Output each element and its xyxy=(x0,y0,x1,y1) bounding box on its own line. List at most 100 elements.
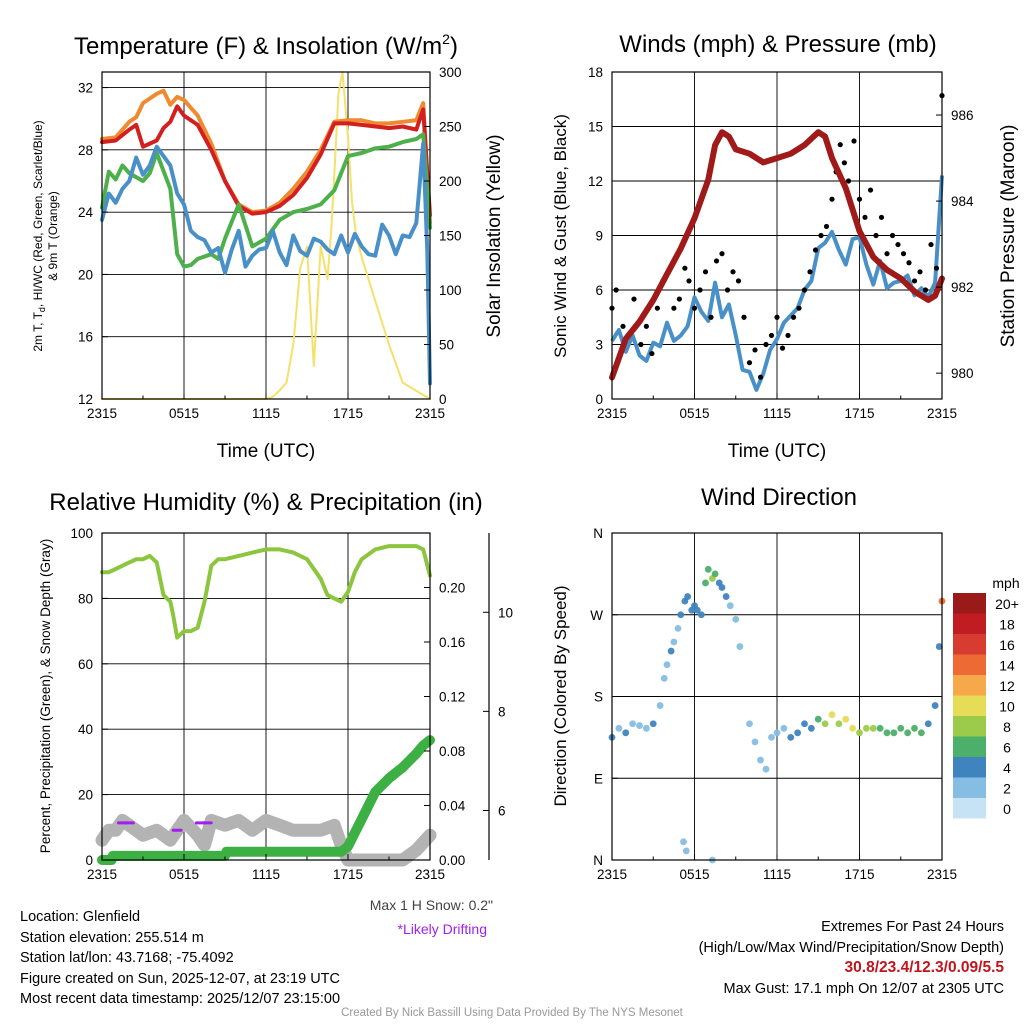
gust-point xyxy=(676,296,682,302)
y-tick-label: 6 xyxy=(595,283,603,298)
direction-point xyxy=(677,611,685,619)
gust-point xyxy=(895,241,901,248)
snow-axis-tick-label: 10 xyxy=(498,605,513,620)
series-pressure xyxy=(609,129,945,381)
x-tick-label: 0515 xyxy=(169,867,199,882)
y-tick-label: 32 xyxy=(78,81,93,96)
gust-point xyxy=(906,260,912,266)
y-tick-label: 12 xyxy=(588,174,603,189)
insolation-axis-tick-label: 150 xyxy=(439,229,462,244)
direction-point xyxy=(924,720,932,728)
precip-axis-tick-label: 0.20 xyxy=(439,581,465,596)
insolation-ylabel: Solar Insolation (Yellow) xyxy=(484,134,505,337)
x-tick-label: 2315 xyxy=(927,867,957,882)
gust-point xyxy=(649,350,655,357)
direction-point xyxy=(794,729,802,737)
gust-point xyxy=(638,341,644,348)
direction-point xyxy=(780,724,788,732)
speed-legend-title: mph xyxy=(992,575,1019,591)
legend-swatch xyxy=(953,736,986,757)
direction-point xyxy=(897,724,905,732)
direction-point xyxy=(828,711,836,719)
direction-point xyxy=(849,724,857,732)
direction-point xyxy=(862,724,870,732)
direction-point xyxy=(751,738,759,746)
gust-point xyxy=(719,251,725,257)
x-tick-label: 2315 xyxy=(597,406,627,421)
insolation-axis-tick-label: 200 xyxy=(439,174,462,189)
direction-point xyxy=(904,729,912,737)
gust-point xyxy=(774,314,780,320)
gust-point xyxy=(741,314,747,320)
insolation-axis-tick-label: 250 xyxy=(439,120,462,135)
x-tick-label: 2315 xyxy=(927,406,957,421)
y-tick-label: 20 xyxy=(78,267,93,282)
direction-point xyxy=(821,720,829,728)
y-tick-label: 18 xyxy=(588,65,603,80)
direction-point xyxy=(746,720,753,728)
direction-point xyxy=(917,729,925,737)
direction-point xyxy=(787,733,795,741)
y-tick-label: 3 xyxy=(595,338,603,353)
gust-point xyxy=(631,296,637,302)
legend-label: 8 xyxy=(1003,719,1011,735)
extremes-subtitle: (High/Low/Max Wind/Precipitation/Snow De… xyxy=(698,939,1004,956)
direction-point xyxy=(835,720,843,728)
gust-point xyxy=(841,160,847,166)
direction-point xyxy=(801,720,808,728)
legend-label: 14 xyxy=(999,658,1015,674)
legend-label: 0 xyxy=(1003,801,1011,817)
legend-swatch xyxy=(953,695,986,716)
gust-point xyxy=(735,278,742,284)
gust-point xyxy=(643,323,649,329)
gust-point xyxy=(682,265,688,271)
legend-label: 16 xyxy=(999,637,1015,653)
direction-point xyxy=(670,638,678,646)
legend-swatch xyxy=(953,716,986,737)
direction-point xyxy=(807,724,815,732)
direction-point xyxy=(869,724,877,732)
gust-point xyxy=(856,196,863,202)
x-tick-label: 0515 xyxy=(679,406,709,421)
y-tick-label: 24 xyxy=(78,205,94,220)
direction-point xyxy=(663,661,671,669)
direction-point xyxy=(842,715,850,723)
series-sonic-wind xyxy=(610,175,944,392)
direction-point xyxy=(935,643,943,650)
direction-point xyxy=(736,643,744,650)
y-tick-label: 15 xyxy=(588,120,603,135)
y-tick-label: N xyxy=(593,853,603,868)
legend-label: 6 xyxy=(1003,740,1011,756)
direction-point xyxy=(674,624,682,632)
station-location: Location: Glenfield xyxy=(20,909,141,925)
series-relative-humidity xyxy=(100,544,432,640)
gust-point xyxy=(697,287,703,293)
gust-point xyxy=(862,214,868,220)
y-tick-label: 100 xyxy=(70,526,93,541)
legend-label: 4 xyxy=(1003,760,1011,776)
y-tick-label: W xyxy=(590,608,603,623)
gust-point xyxy=(620,323,626,329)
y-tick-label: 0 xyxy=(85,853,93,868)
y-tick-label: 0 xyxy=(595,392,603,407)
gust-point xyxy=(823,223,830,230)
gust-point xyxy=(812,247,819,253)
y-tick-label: 28 xyxy=(78,143,93,158)
direction-point xyxy=(773,729,781,737)
precip-axis-tick-label: 0.12 xyxy=(439,690,465,705)
direction-point xyxy=(636,722,643,729)
snow-axis-tick-label: 8 xyxy=(498,704,506,719)
legend-swatch xyxy=(953,613,986,634)
gust-point xyxy=(763,341,769,348)
series-2m-t xyxy=(100,104,432,218)
gust-point xyxy=(708,314,714,320)
legend-label: 18 xyxy=(999,617,1015,633)
station-elevation: Station elevation: 255.514 m xyxy=(20,929,204,946)
gust-point xyxy=(702,269,709,275)
gust-point xyxy=(752,347,758,353)
series-dew-point xyxy=(100,132,432,269)
extremes-box: Extremes For Past 24 Hours (High/Low/Max… xyxy=(699,917,1004,999)
direction-point xyxy=(693,606,701,614)
gust-point xyxy=(818,232,824,239)
